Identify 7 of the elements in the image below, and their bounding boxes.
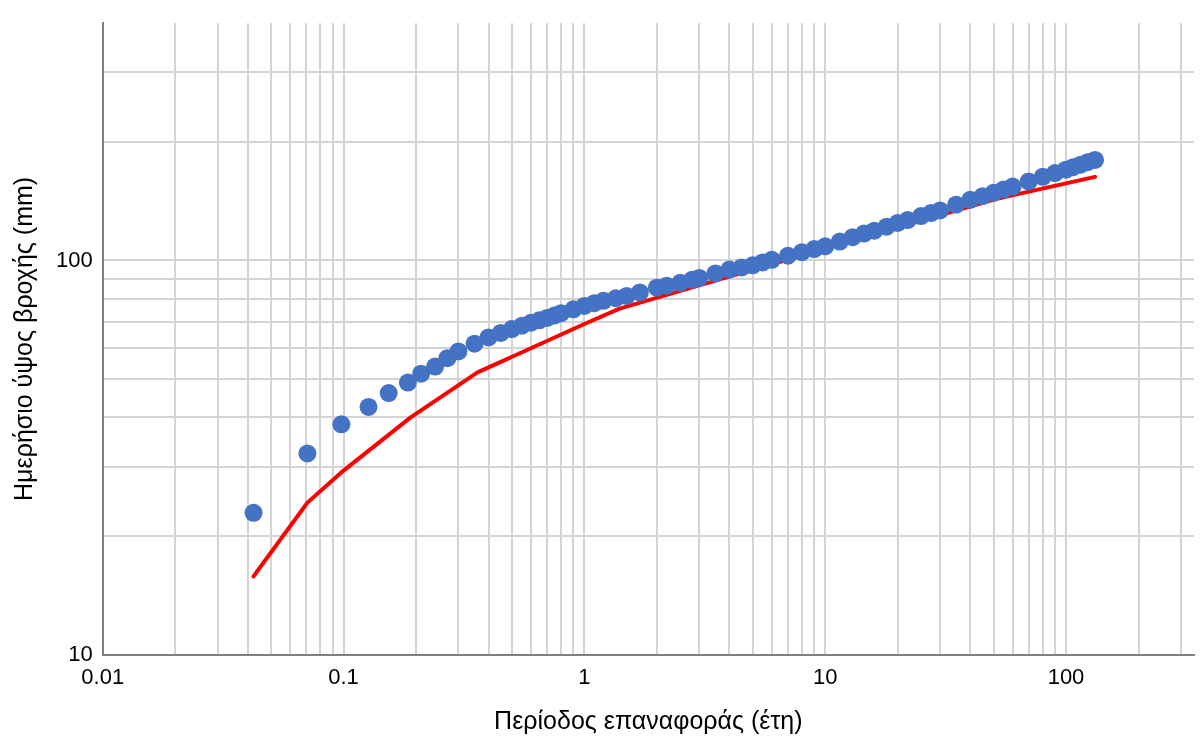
x-tick-label: 1 <box>578 663 591 689</box>
x-tick-label: 0.1 <box>328 663 359 689</box>
x-axis-title: Περίοδος επαναφοράς (έτη) <box>494 705 803 734</box>
y-axis-title: Ημερήσιο ύψος βροχής (mm) <box>8 176 37 501</box>
x-tick-label: 0.01 <box>81 663 125 689</box>
x-tick-label: 100 <box>1047 663 1085 689</box>
x-tick-label: 10 <box>812 663 838 689</box>
